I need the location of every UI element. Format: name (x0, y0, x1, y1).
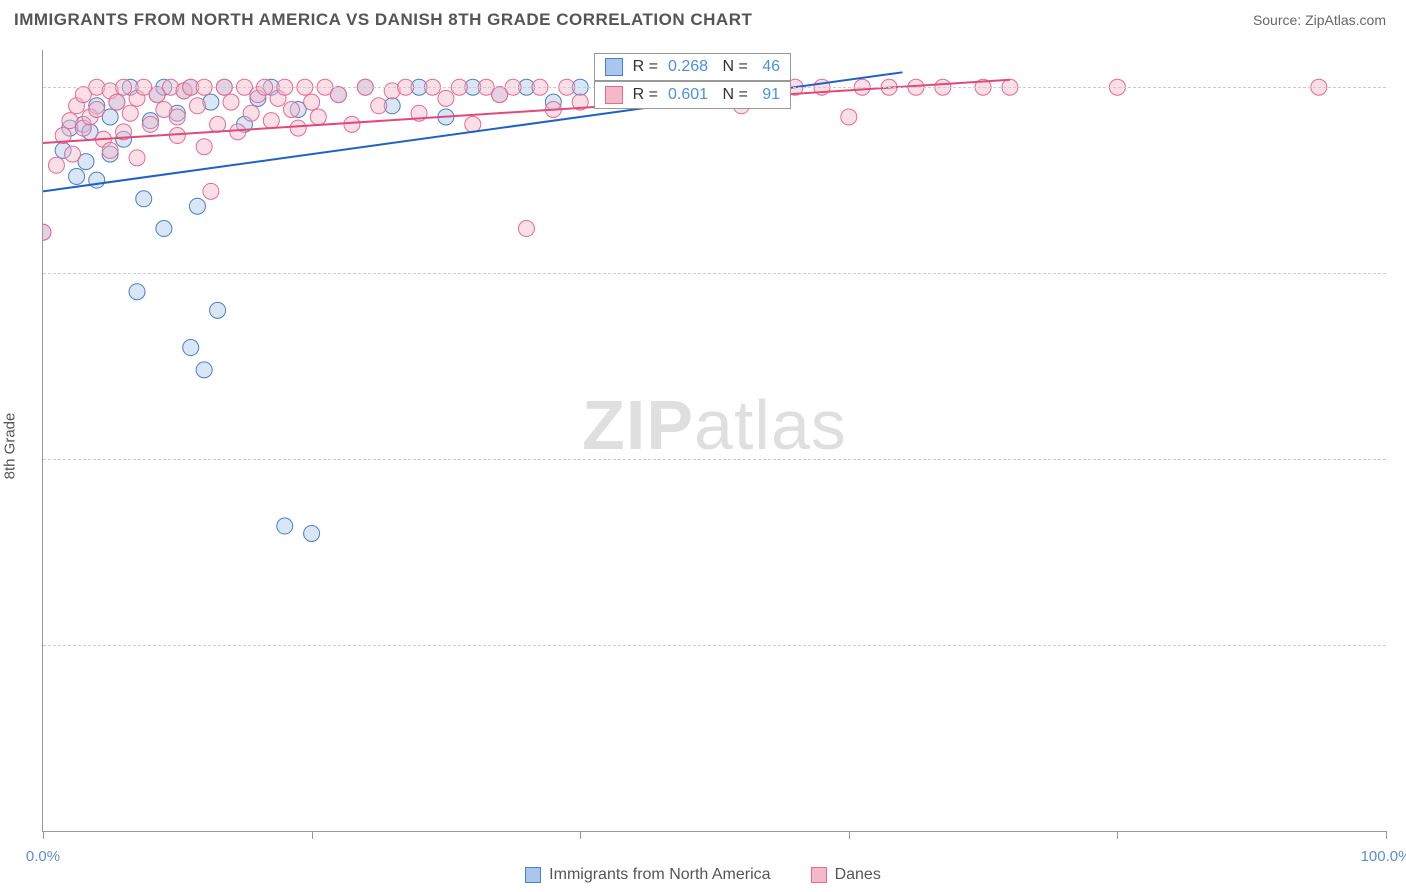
data-point (136, 191, 152, 207)
chart-plot-area: ZIPatlas 85.0%90.0%95.0%100.0%0.0%100.0%… (42, 50, 1386, 832)
stat-r-label: R = (633, 86, 658, 104)
legend-label-b: Danes (835, 866, 881, 884)
legend-item-series-b: Danes (811, 866, 881, 884)
data-point (243, 105, 259, 121)
data-point (48, 157, 64, 173)
x-tick (849, 831, 850, 839)
x-tick (580, 831, 581, 839)
stat-n-value: 46 (758, 58, 780, 76)
legend-item-series-a: Immigrants from North America (525, 866, 770, 884)
legend-label-a: Immigrants from North America (549, 866, 770, 884)
y-tick-label: 85.0% (1396, 637, 1406, 654)
y-tick-label: 95.0% (1396, 265, 1406, 282)
data-point (122, 105, 138, 121)
chart-header: IMMIGRANTS FROM NORTH AMERICA VS DANISH … (0, 0, 1406, 36)
data-point (465, 116, 481, 132)
data-point (89, 172, 105, 188)
x-tick (43, 831, 44, 839)
data-point (310, 109, 326, 125)
stat-n-label: N = (718, 86, 748, 104)
data-point (189, 98, 205, 114)
gridline (43, 459, 1386, 460)
y-tick-label: 100.0% (1396, 79, 1406, 96)
legend-swatch-a (525, 867, 541, 883)
stats-box: R = 0.601 N = 91 (594, 81, 791, 109)
data-point (65, 146, 81, 162)
x-min-label: 0.0% (26, 848, 60, 865)
data-point (304, 94, 320, 110)
x-max-label: 100.0% (1361, 848, 1406, 865)
data-point (183, 340, 199, 356)
stats-swatch (605, 58, 623, 76)
scatter-svg (43, 50, 1386, 831)
data-point (89, 102, 105, 118)
x-tick (312, 831, 313, 839)
stat-n-label: N = (718, 58, 748, 76)
gridline (43, 645, 1386, 646)
data-point (290, 120, 306, 136)
data-point (371, 98, 387, 114)
data-point (102, 142, 118, 158)
data-point (156, 221, 172, 237)
data-point (223, 94, 239, 110)
data-point (69, 168, 85, 184)
data-point (230, 124, 246, 140)
data-point (330, 87, 346, 103)
data-point (109, 94, 125, 110)
data-point (277, 518, 293, 534)
data-point (129, 150, 145, 166)
data-point (210, 302, 226, 318)
y-axis-label: 8th Grade (2, 413, 19, 480)
gridline (43, 273, 1386, 274)
stat-r-label: R = (633, 58, 658, 76)
data-point (196, 139, 212, 155)
stat-r-value: 0.268 (668, 58, 708, 76)
data-point (43, 224, 51, 240)
data-point (518, 221, 534, 237)
data-point (129, 284, 145, 300)
legend: Immigrants from North America Danes (0, 866, 1406, 884)
data-point (304, 525, 320, 541)
x-tick (1117, 831, 1118, 839)
data-point (169, 109, 185, 125)
data-point (196, 362, 212, 378)
data-point (841, 109, 857, 125)
data-point (203, 183, 219, 199)
y-tick-label: 90.0% (1396, 451, 1406, 468)
chart-title: IMMIGRANTS FROM NORTH AMERICA VS DANISH … (14, 10, 752, 30)
data-point (210, 116, 226, 132)
data-point (438, 90, 454, 106)
stat-r-value: 0.601 (668, 86, 708, 104)
source-label: Source: ZipAtlas.com (1253, 12, 1386, 28)
data-point (142, 116, 158, 132)
data-point (189, 198, 205, 214)
data-point (283, 102, 299, 118)
x-tick (1386, 831, 1387, 839)
stats-box: R = 0.268 N = 46 (594, 53, 791, 81)
data-point (263, 113, 279, 129)
data-point (344, 116, 360, 132)
legend-swatch-b (811, 867, 827, 883)
stat-n-value: 91 (758, 86, 780, 104)
stats-swatch (605, 86, 623, 104)
